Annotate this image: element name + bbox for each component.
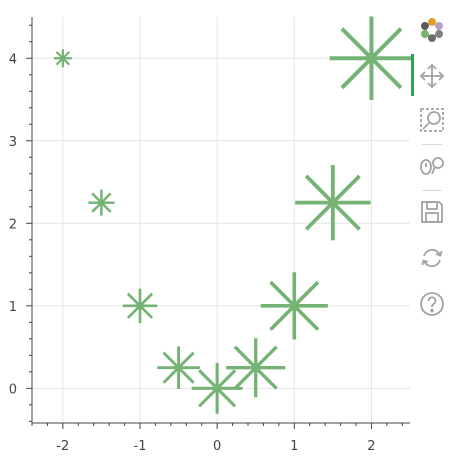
toolbar-divider [422,190,442,191]
asterisk-marker [122,288,158,324]
x-tick-label: -2 [56,439,69,454]
wheel-zoom-icon[interactable] [418,152,446,180]
asterisk-marker [295,164,371,241]
asterisk-marker [260,272,328,340]
bokeh-logo-icon[interactable] [418,16,446,44]
toolbar-divider [422,144,442,145]
x-tick-label: -1 [134,439,147,454]
save-icon[interactable] [418,198,446,226]
asterisk-marker [226,338,286,398]
axes [26,17,410,429]
data-markers [53,16,414,414]
pan-icon[interactable] [418,62,446,90]
box-zoom-icon[interactable] [418,106,446,134]
toolbar [411,10,450,330]
help-icon[interactable] [418,290,446,318]
x-tick-label: 2 [367,439,375,454]
y-tick-label: 0 [9,382,17,397]
asterisk-marker [157,346,200,390]
asterisk-marker [88,189,115,216]
asterisk-marker [191,362,243,414]
reset-icon[interactable] [418,244,446,272]
x-tick-label: 0 [213,439,221,454]
asterisk-marker [53,49,72,68]
active-tool-indicator [411,54,414,96]
x-tick-label: 1 [290,439,298,454]
y-tick-label: 1 [9,300,17,315]
y-tick-label: 3 [9,135,17,150]
y-tick-label: 4 [9,52,17,67]
y-tick-label: 2 [9,217,17,232]
asterisk-marker [329,16,414,101]
tick-labels: -2 -1 0 1 2 0 1 2 3 4 [9,52,376,454]
